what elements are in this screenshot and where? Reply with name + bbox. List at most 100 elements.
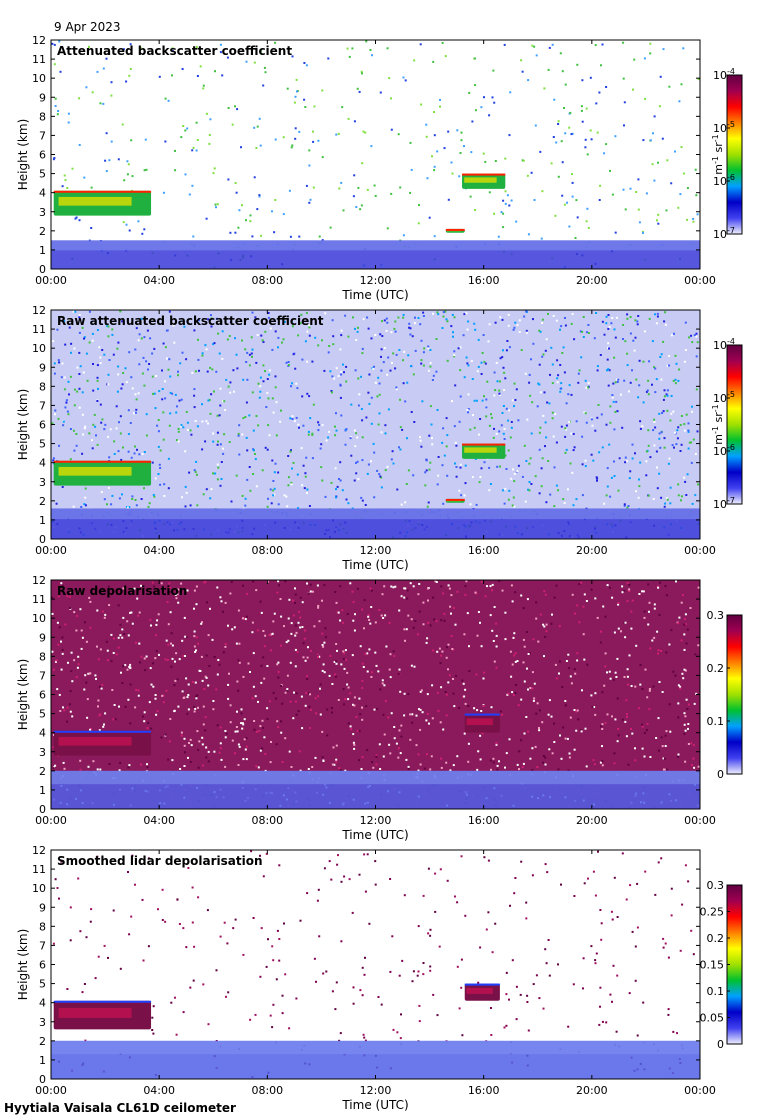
noise-speck	[498, 389, 501, 392]
noise-speck	[621, 852, 624, 855]
noise-speck	[485, 415, 488, 418]
noise-speck	[606, 584, 609, 587]
noise-speck	[165, 689, 168, 692]
noise-speck	[135, 408, 138, 411]
noise-speck	[339, 461, 342, 464]
noise-speck	[468, 91, 471, 94]
noise-speck	[596, 131, 599, 134]
noise-speck	[534, 475, 537, 478]
colorbar-tick-label: 10-5	[713, 120, 735, 135]
noise-speck	[134, 445, 136, 448]
noise-speck	[553, 466, 556, 469]
y-tick-label: 2	[39, 1035, 46, 1048]
noise-speck	[142, 959, 145, 962]
noise-speck	[574, 672, 577, 675]
noise-speck	[104, 423, 107, 426]
noise-speck	[255, 765, 258, 768]
noise-speck	[477, 433, 480, 436]
noise-speck	[241, 433, 244, 436]
noise-speck	[188, 471, 191, 474]
noise-speck	[358, 697, 361, 700]
noise-speck	[534, 745, 537, 748]
noise-speck	[484, 595, 487, 598]
noise-speck	[90, 908, 93, 911]
noise-speck	[216, 431, 219, 434]
noise-speck	[571, 181, 574, 184]
noise-speck	[332, 335, 335, 338]
noise-speck	[605, 322, 608, 325]
y-tick-label: 12	[32, 574, 46, 587]
noise-speck	[443, 619, 446, 622]
noise-speck	[444, 55, 447, 58]
noise-speck	[581, 79, 584, 82]
noise-speck	[215, 370, 218, 373]
noise-speck	[121, 628, 124, 631]
noise-speck	[428, 216, 431, 219]
noise-speck	[613, 475, 616, 477]
noise-speck	[244, 416, 247, 418]
noise-speck	[575, 420, 578, 423]
noise-speck	[259, 725, 262, 728]
noise-speck	[178, 399, 181, 402]
noise-speck	[601, 1020, 604, 1023]
noise-speck	[157, 445, 160, 448]
noise-speck	[575, 498, 578, 501]
noise-speck	[143, 384, 146, 387]
noise-speck	[77, 663, 80, 666]
noise-speck	[509, 904, 511, 907]
noise-speck	[409, 713, 412, 716]
noise-speck	[553, 596, 556, 599]
noise-speck	[658, 749, 660, 752]
noise-speck	[249, 489, 252, 492]
noise-speck	[99, 356, 102, 359]
noise-speck	[619, 393, 622, 396]
noise-speck	[409, 327, 412, 330]
noise-speck	[373, 708, 376, 711]
noise-speck	[622, 77, 625, 80]
noise-speck	[447, 130, 450, 133]
noise-speck	[539, 150, 542, 153]
noise-speck	[580, 730, 583, 733]
noise-speck	[568, 421, 571, 423]
noise-speck	[676, 429, 679, 432]
noise-speck	[617, 603, 620, 606]
noise-speck	[329, 226, 332, 229]
noise-speck	[495, 622, 498, 625]
noise-speck	[370, 589, 373, 592]
noise-speck	[674, 674, 677, 677]
noise-speck	[164, 397, 167, 400]
noise-speck	[604, 721, 607, 724]
noise-speck	[442, 315, 445, 318]
noise-speck	[334, 591, 337, 593]
noise-speck	[361, 436, 364, 439]
y-axis-label: Height (km)	[16, 659, 30, 730]
noise-speck	[234, 182, 237, 184]
noise-speck	[79, 759, 82, 762]
noise-speck	[670, 629, 673, 632]
noise-speck	[182, 654, 185, 657]
noise-speck	[669, 419, 672, 422]
noise-speck	[306, 892, 309, 895]
noise-speck	[177, 705, 180, 708]
noise-speck	[105, 640, 108, 643]
noise-speck	[622, 324, 625, 326]
noise-speck	[256, 125, 259, 128]
noise-speck	[101, 418, 104, 421]
noise-speck	[257, 382, 260, 385]
noise-speck	[681, 903, 684, 906]
y-tick-label: 4	[39, 997, 46, 1010]
noise-speck	[264, 71, 267, 74]
noise-speck	[391, 450, 394, 453]
noise-speck	[601, 728, 604, 730]
noise-speck	[269, 488, 272, 491]
noise-speck	[462, 695, 464, 698]
noise-speck	[384, 699, 387, 702]
noise-speck	[653, 603, 656, 606]
noise-speck	[358, 90, 361, 93]
noise-speck	[244, 348, 247, 351]
noise-speck	[383, 684, 386, 687]
noise-speck	[162, 587, 165, 590]
noise-speck	[207, 750, 210, 753]
noise-speck	[195, 473, 198, 476]
noise-speck	[458, 489, 461, 492]
